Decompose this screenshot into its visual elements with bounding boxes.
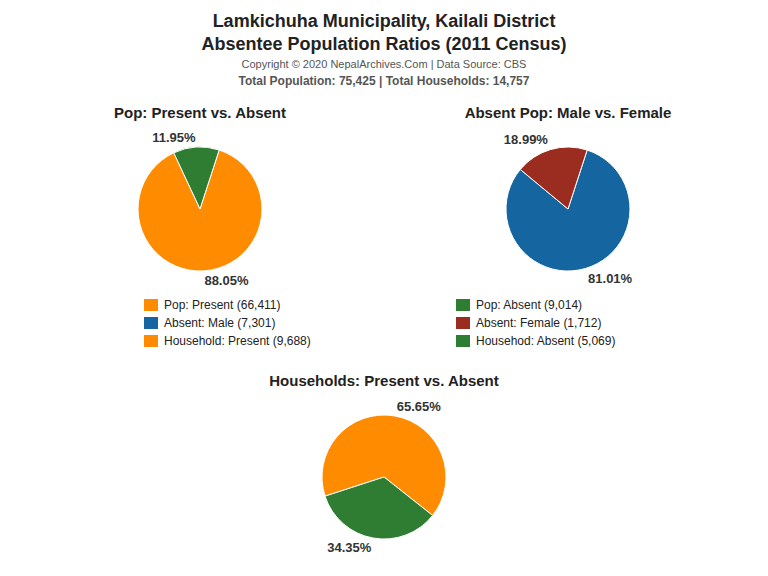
html-text:Absentee Population Ratios (20: Absentee Population Ratios (2011 Census) <box>201 34 567 54</box>
svg-text:18.99%: 18.99% <box>504 132 549 147</box>
html-text:Total Population: 75,425 | Tot: Total Population: 75,425 | Total Househo… <box>238 74 530 88</box>
svg-text:11.95%: 11.95% <box>152 130 196 145</box>
svg-text:88.05%: 88.05% <box>204 273 249 288</box>
html-text:Absent: Male (7,301): Absent: Male (7,301) <box>164 316 276 330</box>
svg-text:34.35%: 34.35% <box>327 540 372 555</box>
html-text:Absent: Female (1,712): Absent: Female (1,712) <box>476 316 602 330</box>
svg-text:81.01%: 81.01% <box>588 271 633 286</box>
html-text:Pop: Present vs. Absent: Pop: Present vs. Absent <box>114 104 286 121</box>
svg-text:65.65%: 65.65% <box>397 399 442 414</box>
html-text:Lamkichuha Municipality, Kaila: Lamkichuha Municipality, Kailali Distric… <box>212 11 556 31</box>
html-text:Pop: Present (66,411): Pop: Present (66,411) <box>164 298 281 312</box>
html-text:Copyright © 2020 NepalArchives: Copyright © 2020 NepalArchives.Com | Dat… <box>241 58 527 70</box>
html-text:Pop: Absent (9,014): Pop: Absent (9,014) <box>476 298 583 312</box>
html-text:Househod: Absent (5,069): Househod: Absent (5,069) <box>476 334 616 348</box>
html-text:Household: Present (9,688): Household: Present (9,688) <box>164 334 311 348</box>
html-text:Households: Present vs. Absent: Households: Present vs. Absent <box>269 372 499 389</box>
html-text:Absent Pop: Male vs. Female: Absent Pop: Male vs. Female <box>464 104 672 121</box>
